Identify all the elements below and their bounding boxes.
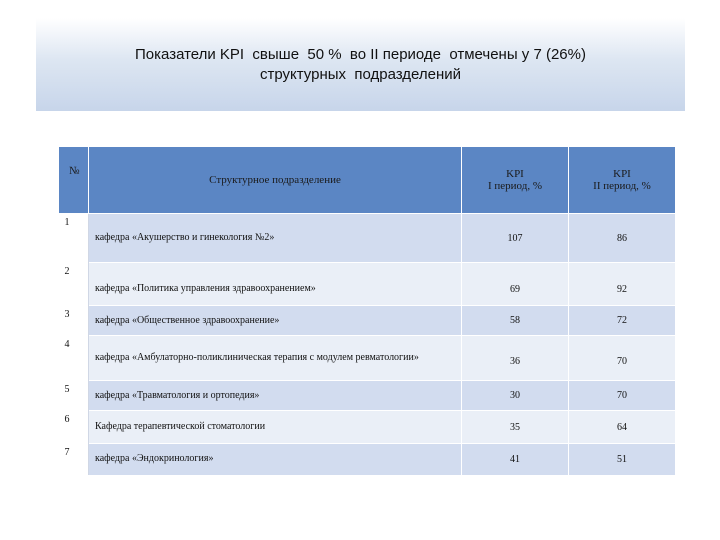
header-kpi-label: KPI bbox=[506, 168, 524, 180]
title-band: Показатели KPI свыше 50 % во II периоде … bbox=[36, 18, 685, 111]
row-kpi-period-2: 86 bbox=[568, 213, 676, 263]
page-title-line-1: Показатели KPI свыше 50 % во II периоде … bbox=[135, 45, 586, 63]
row-kpi-period-2: 72 bbox=[568, 305, 676, 336]
page-title-line-2: структурных подразделений bbox=[259, 65, 462, 83]
header-kpi-label: KPI bbox=[613, 168, 631, 180]
row-number: 4 bbox=[58, 335, 89, 381]
row-number: 7 bbox=[58, 443, 89, 475]
table-header-row: № Структурное подразделение KPI I период… bbox=[58, 146, 676, 214]
row-number: 6 bbox=[58, 410, 89, 444]
row-unit-name: кафедра «Эндокринология» bbox=[88, 443, 462, 475]
row-kpi-period-2: 92 bbox=[568, 262, 676, 306]
header-kpi-period-1: KPI I период, % bbox=[461, 146, 569, 214]
row-kpi-period-1: 36 bbox=[461, 335, 569, 381]
header-unit: Структурное подразделение bbox=[88, 146, 462, 214]
row-kpi-period-1: 69 bbox=[461, 262, 569, 306]
row-unit-name: Кафедра терапевтической стоматологии bbox=[88, 410, 462, 444]
row-kpi-period-2: 70 bbox=[568, 380, 676, 411]
row-kpi-period-1: 107 bbox=[461, 213, 569, 263]
row-kpi-period-1: 30 bbox=[461, 380, 569, 411]
header-period-label: I период, % bbox=[487, 180, 542, 192]
row-kpi-period-2: 70 bbox=[568, 335, 676, 381]
header-number: № bbox=[58, 146, 89, 214]
table-row: 5 кафедра «Травматология и ортопедия» 30… bbox=[58, 380, 676, 411]
header-period-label: II период, % bbox=[593, 180, 651, 192]
row-number: 1 bbox=[58, 213, 89, 263]
row-kpi-period-1: 58 bbox=[461, 305, 569, 336]
row-kpi-period-1: 41 bbox=[461, 443, 569, 475]
table-row: 7 кафедра «Эндокринология» 41 51 bbox=[58, 443, 676, 475]
table-row: 4 кафедра «Амбулаторно-поликлиническая т… bbox=[58, 335, 676, 381]
row-unit-name: кафедра «Амбулаторно-поликлиническая тер… bbox=[88, 335, 462, 381]
table-row: 1 кафедра «Акушерство и гинекология №2» … bbox=[58, 213, 676, 263]
row-number: 3 bbox=[58, 305, 89, 336]
row-unit-name: кафедра «Акушерство и гинекология №2» bbox=[88, 213, 462, 263]
table-row: 2 кафедра «Политика управления здравоохр… bbox=[58, 262, 676, 306]
row-number: 2 bbox=[58, 262, 89, 306]
row-kpi-period-1: 35 bbox=[461, 410, 569, 444]
row-number: 5 bbox=[58, 380, 89, 411]
row-kpi-period-2: 64 bbox=[568, 410, 676, 444]
table-row: 6 Кафедра терапевтической стоматологии 3… bbox=[58, 410, 676, 444]
row-kpi-period-2: 51 bbox=[568, 443, 676, 475]
header-kpi-period-2: KPI II период, % bbox=[568, 146, 676, 214]
kpi-table: № Структурное подразделение KPI I период… bbox=[58, 146, 676, 475]
table-row: 3 кафедра «Общественное здравоохранение»… bbox=[58, 305, 676, 336]
row-unit-name: кафедра «Общественное здравоохранение» bbox=[88, 305, 462, 336]
row-unit-name: кафедра «Политика управления здравоохран… bbox=[88, 262, 462, 306]
row-unit-name: кафедра «Травматология и ортопедия» bbox=[88, 380, 462, 411]
